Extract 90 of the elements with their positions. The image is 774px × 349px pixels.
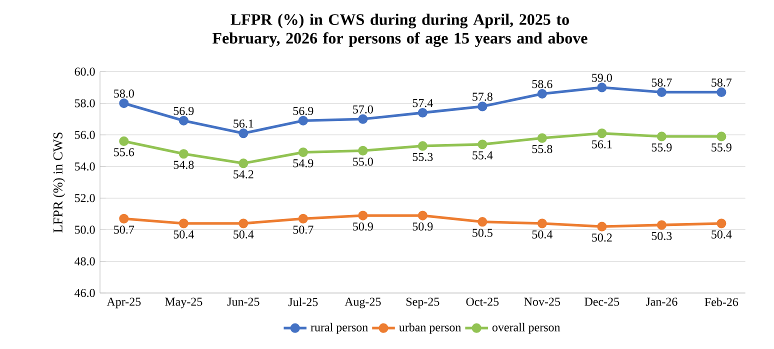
point — [178, 149, 188, 159]
point — [418, 141, 428, 151]
x-tick-label: Oct-25 — [466, 298, 499, 306]
y-tick-label: 60.0 — [74, 68, 95, 76]
data-label: 58.7 — [652, 78, 672, 87]
point — [597, 128, 607, 138]
point — [537, 133, 547, 143]
point — [119, 136, 129, 146]
point — [119, 214, 129, 224]
point — [478, 217, 488, 227]
y-tick-label: 48.0 — [74, 257, 95, 266]
point — [298, 116, 308, 126]
data-label: 50.9 — [353, 222, 373, 231]
point — [716, 87, 726, 98]
data-label: 55.9 — [652, 143, 672, 152]
legend-label: rural person — [310, 322, 368, 334]
x-tick-label: Jun-25 — [227, 298, 260, 306]
data-label: 50.7 — [114, 226, 134, 234]
point — [238, 158, 248, 168]
x-tick-label: Feb-26 — [704, 298, 738, 306]
point — [119, 98, 129, 108]
data-label: 50.5 — [472, 228, 492, 237]
point — [238, 128, 248, 138]
x-tick-label: Nov-25 — [524, 298, 560, 306]
data-label: 54.2 — [234, 170, 254, 178]
point — [418, 210, 428, 220]
data-label: 55.3 — [412, 152, 433, 162]
point — [178, 218, 188, 228]
point — [537, 88, 547, 99]
data-label: 59.0 — [592, 74, 612, 82]
x-tick-label: Apr-25 — [106, 298, 141, 308]
data-label: 58.0 — [114, 90, 134, 98]
point — [716, 218, 726, 228]
data-label: 57.8 — [472, 92, 492, 101]
data-label: 55.4 — [472, 151, 493, 160]
data-label: 54.9 — [293, 159, 314, 168]
y-tick-label: 56.0 — [74, 130, 95, 139]
data-label: 56.9 — [174, 106, 194, 116]
point — [298, 147, 308, 158]
data-label: 50.9 — [412, 222, 433, 231]
point — [478, 102, 488, 112]
data-label: 58.6 — [532, 80, 552, 88]
x-tick-label: Sep-25 — [406, 298, 440, 308]
y-tick-label: 58.0 — [74, 99, 95, 108]
point — [597, 222, 607, 232]
point — [656, 87, 666, 98]
data-label: 50.4 — [174, 230, 194, 239]
y-tick-label: 46.0 — [74, 288, 95, 298]
data-label: 57.0 — [353, 105, 373, 114]
point — [716, 132, 726, 142]
point — [358, 210, 368, 220]
y-axis-title: LFPR (%) in CWS — [53, 132, 66, 233]
data-label: 50.4 — [712, 230, 732, 239]
data-label: 55.8 — [532, 144, 552, 154]
x-tick-label: May-25 — [165, 298, 202, 308]
data-label: 55.6 — [114, 148, 134, 156]
point — [656, 132, 666, 142]
x-tick-label: Aug-25 — [344, 298, 381, 308]
y-tick-label: 54.0 — [74, 162, 95, 171]
data-label: 56.9 — [293, 106, 314, 116]
data-label: 50.4 — [532, 230, 552, 239]
point — [358, 146, 368, 156]
x-tick-label: Jan-26 — [646, 298, 678, 306]
data-label: 50.3 — [652, 232, 672, 240]
point — [298, 214, 308, 224]
chart-title: LFPR (%) in CWS during during April, 2025 to February, 2026 for persons of age 15 years and above — [212, 14, 588, 48]
point — [418, 108, 428, 118]
data-label: 58.7 — [712, 78, 732, 87]
data-label: 50.2 — [592, 234, 612, 242]
data-label: 50.4 — [234, 230, 254, 239]
point — [178, 116, 188, 126]
point — [537, 218, 547, 228]
data-label: 54.8 — [174, 160, 194, 169]
point — [238, 218, 248, 228]
data-label: 55.9 — [712, 143, 732, 152]
y-tick-label: 52.0 — [74, 194, 95, 202]
legend-label: urban person — [399, 322, 462, 334]
point — [656, 220, 666, 230]
x-tick-label: Jul-25 — [288, 298, 318, 306]
data-label: 50.7 — [293, 226, 314, 234]
data-label: 57.4 — [412, 99, 433, 108]
point — [597, 82, 607, 92]
y-tick-label: 50.0 — [74, 226, 95, 234]
point — [478, 140, 488, 150]
x-tick-label: Dec-25 — [584, 298, 620, 306]
point — [358, 114, 368, 124]
data-label: 56.1 — [234, 120, 254, 128]
legend-label: overall person — [492, 322, 560, 334]
data-label: 55.0 — [353, 158, 373, 166]
data-label: 56.1 — [592, 140, 612, 148]
